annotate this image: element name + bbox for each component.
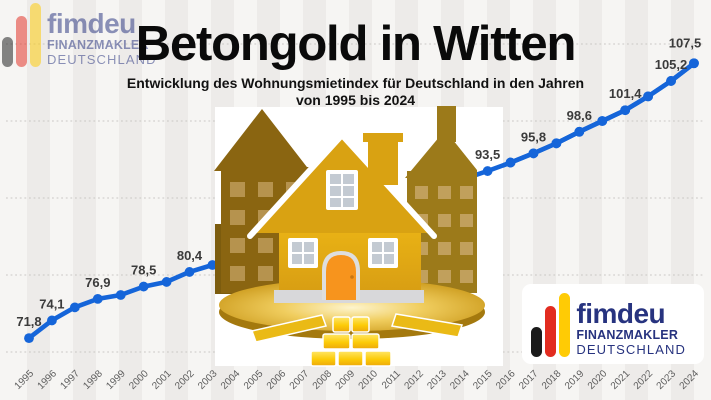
data-point-1997 (69, 302, 80, 313)
gridlines (6, 43, 705, 353)
data-point-1996 (47, 315, 57, 326)
x-tick-2018: 2018 (540, 368, 564, 392)
x-tick-2007: 2007 (288, 368, 312, 392)
x-tick-2006: 2006 (265, 368, 289, 392)
left-window-icon (288, 238, 318, 268)
logo-line2: DEUTSCHLAND (47, 52, 157, 67)
data-point-2022 (643, 91, 654, 102)
yellow-bar-icon (559, 293, 571, 357)
x-tick-2024: 2024 (678, 368, 702, 392)
data-point-1995 (24, 333, 34, 344)
x-tick-2001: 2001 (150, 368, 174, 392)
data-labels-left: 71,8 74,1 76,9 78,5 80,4 (16, 248, 203, 329)
data-point-2015 (482, 166, 493, 176)
logo-line2: DEUTSCHLAND (576, 342, 686, 357)
x-tick-2020: 2020 (586, 368, 610, 392)
x-tick-2011: 2011 (380, 368, 403, 391)
value-label-2017: 95,8 (521, 129, 546, 144)
value-label-2002: 80,4 (177, 248, 203, 263)
x-tick-2014: 2014 (448, 368, 472, 392)
logo-line1: FINANZMAKLER (576, 328, 679, 342)
x-tick-2023: 2023 (655, 368, 679, 392)
x-axis-labels: 1995 1996 1997 1998 1999 2000 2001 2002 2003 2004… (13, 368, 702, 392)
data-point-1999 (115, 290, 126, 300)
data-point-2021 (620, 105, 631, 116)
x-tick-1998: 1998 (81, 368, 105, 392)
gold-bars-icon (251, 313, 463, 367)
rent-index-line-series-overlay (477, 58, 699, 178)
x-tick-2022: 2022 (632, 368, 656, 392)
data-point-1998 (92, 293, 103, 304)
fimdeu-logo-bottom-right: fimdeu FINANZMAKLER DEUTSCHLAND (522, 284, 704, 364)
data-point-2018 (551, 138, 562, 149)
x-tick-2009: 2009 (334, 368, 358, 392)
right-window-icon (368, 238, 398, 268)
data-point-2002 (184, 267, 195, 277)
x-tick-2003: 2003 (196, 368, 220, 392)
value-label-1998: 76,9 (85, 275, 110, 290)
logo-name: fimdeu (47, 8, 136, 39)
value-label-2019: 98,6 (567, 108, 592, 123)
golden-house-illustration (214, 106, 503, 367)
value-label-1996: 74,1 (39, 296, 64, 311)
data-point-2001 (161, 277, 172, 287)
red-bar-icon (16, 16, 27, 67)
value-label-2024: 107,5 (669, 35, 702, 50)
x-tick-2008: 2008 (311, 368, 335, 392)
data-point-2017 (528, 148, 539, 159)
data-point-2000 (138, 281, 149, 292)
data-point-2024 (689, 58, 699, 69)
data-point-2020 (597, 116, 608, 126)
logo-line1: FINANZMAKLER (47, 38, 149, 52)
x-tick-1997: 1997 (58, 368, 82, 392)
data-point-2003 (207, 260, 218, 270)
x-tick-1996: 1996 (36, 368, 60, 392)
x-tick-2012: 2012 (402, 368, 426, 392)
x-tick-2019: 2019 (563, 368, 587, 392)
x-tick-2004: 2004 (219, 368, 243, 392)
value-label-2000: 78,5 (131, 263, 156, 278)
x-tick-2000: 2000 (127, 368, 151, 392)
x-tick-2013: 2013 (425, 368, 449, 392)
gable-window-icon (326, 170, 358, 210)
golden-house-icon (247, 130, 437, 303)
data-point-2019 (574, 126, 585, 137)
yellow-bar-icon (30, 3, 41, 67)
red-bar-icon (545, 306, 557, 357)
x-tick-2015: 2015 (471, 368, 495, 392)
black-bar-icon (2, 37, 13, 67)
logo-name: fimdeu (576, 298, 666, 329)
x-tick-2021: 2021 (609, 368, 633, 392)
x-tick-2010: 2010 (357, 368, 381, 392)
value-label-1995: 71,8 (16, 314, 41, 329)
fimdeu-bars-icon (2, 3, 41, 67)
data-labels-right: 93,5 95,8 98,6 101,4 105,2 107,5 (475, 35, 701, 162)
value-label-2015: 93,5 (475, 147, 500, 162)
x-tick-2017: 2017 (517, 368, 541, 392)
value-label-2023: 105,2 (655, 57, 688, 72)
black-bar-icon (531, 327, 543, 357)
fimdeu-bars-icon (531, 293, 571, 357)
x-tick-2016: 2016 (494, 368, 518, 392)
x-tick-1999: 1999 (104, 368, 128, 392)
data-point-2016 (505, 157, 516, 168)
x-tick-2002: 2002 (173, 368, 197, 392)
x-tick-2005: 2005 (242, 368, 266, 392)
x-tick-1995: 1995 (13, 368, 37, 392)
value-label-2021: 101,4 (609, 86, 642, 101)
data-point-2023 (666, 76, 676, 86)
logo-text: fimdeu FINANZMAKLER DEUTSCHLAND (576, 298, 686, 358)
front-door-icon (322, 251, 360, 300)
logo-text: fimdeu FINANZMAKLER DEUTSCHLAND (47, 8, 157, 68)
fimdeu-logo-top-left: fimdeu FINANZMAKLER DEUTSCHLAND (2, 3, 157, 67)
